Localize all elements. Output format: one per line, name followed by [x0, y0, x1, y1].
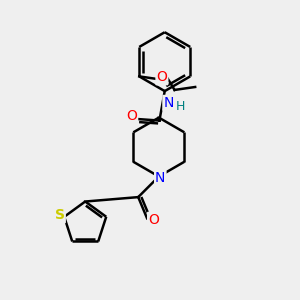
- Text: O: O: [157, 70, 167, 84]
- Text: O: O: [148, 213, 159, 227]
- Text: H: H: [176, 100, 186, 113]
- Text: O: O: [126, 109, 137, 123]
- Text: N: N: [164, 96, 174, 110]
- Text: N: N: [155, 171, 166, 185]
- Text: S: S: [55, 208, 65, 222]
